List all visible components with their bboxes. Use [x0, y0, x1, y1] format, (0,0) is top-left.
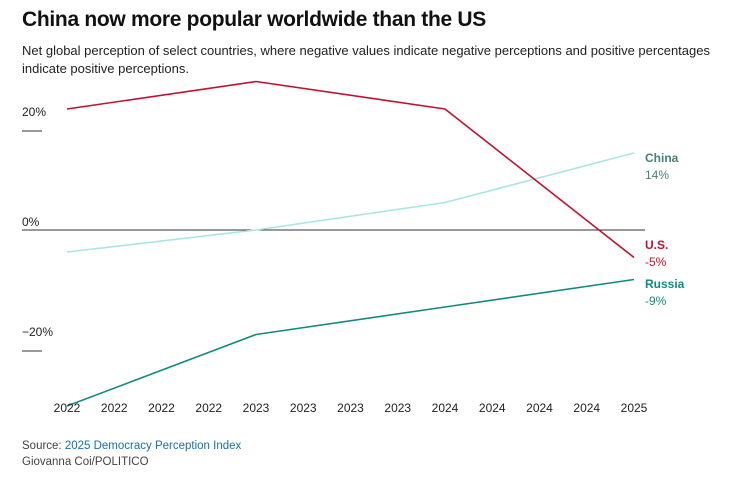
x-tick-label: 2024	[526, 401, 553, 415]
chart-title: China now more popular worldwide than th…	[22, 8, 486, 31]
x-tick-label: 2024	[432, 401, 459, 415]
source-line: Source: 2025 Democracy Perception Index	[22, 438, 241, 454]
x-tick-label: 2023	[243, 401, 270, 415]
line-chart: 20% 0% −20% U.S. -5% China 14% Russia -9% 2022 2…	[22, 80, 685, 415]
series-label-russia: Russia	[645, 277, 685, 291]
series-value-russia: -9%	[645, 294, 667, 308]
x-tick-label: 2023	[290, 401, 317, 415]
x-tick-label: 2023	[337, 401, 364, 415]
chart-subtitle: Net global perception of select countrie…	[22, 43, 710, 76]
y-tick-label: 0%	[22, 215, 40, 229]
credit-line: Giovanna Coi/POLITICO	[22, 456, 149, 468]
series-value-us: -5%	[645, 255, 667, 269]
series-value-china: 14%	[645, 168, 669, 182]
series-label-china: China	[645, 151, 679, 165]
y-tick-label: −20%	[22, 325, 53, 339]
source-prefix: Source:	[22, 440, 65, 452]
x-tick-label: 2022	[101, 401, 128, 415]
x-tick-label: 2024	[479, 401, 506, 415]
series-line-us	[66, 80, 635, 259]
x-tick-label: 2022	[148, 401, 175, 415]
series-line-china	[66, 152, 635, 253]
chart-footer: Source: 2025 Democracy Perception Index …	[22, 438, 241, 470]
series-line-russia	[66, 278, 635, 407]
x-tick-label: 2024	[573, 401, 600, 415]
x-tick-label: 2022	[54, 401, 81, 415]
x-tick-label: 2023	[384, 401, 411, 415]
source-link[interactable]: 2025 Democracy Perception Index	[64, 440, 242, 452]
y-tick-label: 20%	[22, 105, 46, 119]
x-tick-label: 2025	[621, 401, 648, 415]
x-tick-label: 2022	[195, 401, 222, 415]
series-label-us: U.S.	[645, 238, 668, 252]
